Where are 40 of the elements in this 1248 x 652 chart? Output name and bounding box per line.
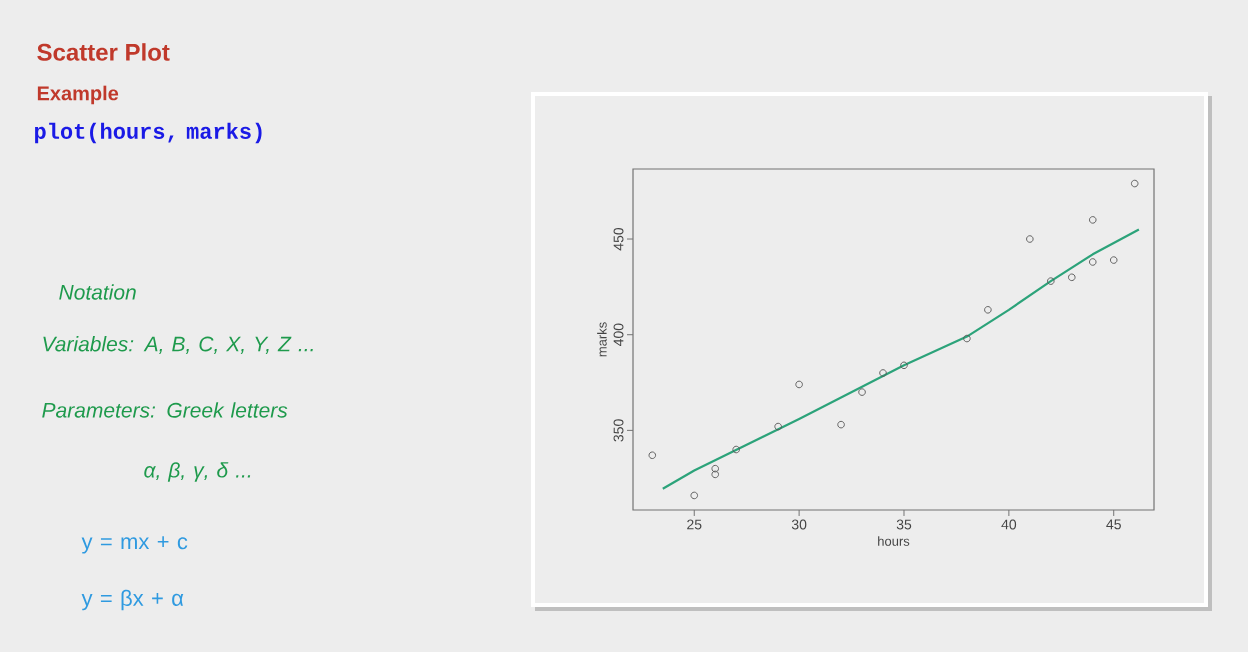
point [1026,235,1034,243]
point [711,464,719,473]
point [1047,277,1055,285]
text: Example [37,85,119,105]
x-tick-label: 30 [791,519,807,530]
y-tick-label: 450 [613,227,624,251]
line-series [661,228,1140,490]
point [690,491,698,500]
point [1068,273,1076,282]
x-tick-label: 35 [896,519,912,530]
text: α, β, γ, δ ... [144,462,251,482]
text: Notation [59,284,136,300]
x-axis-title: hours [878,536,910,546]
point [774,422,782,431]
point [858,388,866,396]
point [837,420,845,429]
y-axis-title: marks [597,322,607,357]
text: Parameters: Greek letters [42,402,288,418]
point [1109,256,1118,264]
point [648,451,657,460]
y-tick-label: 350 [613,419,624,442]
point [711,470,719,479]
y-tick-label: 400 [613,323,624,347]
point [879,369,887,377]
x-tick-label: 25 [687,519,702,530]
text: Scatter Plot [37,43,170,61]
text: y = βx + α [81,589,184,611]
point [1089,258,1097,266]
point [900,361,908,370]
x-tick-label: 40 [1001,519,1017,530]
point [1089,216,1097,224]
point [732,445,740,454]
x-tick-label: 45 [1106,519,1121,530]
point [795,380,803,389]
point [1130,179,1139,188]
text: y = mx + c [81,536,188,554]
text: plot(hours, marks) [35,122,262,144]
point [963,334,971,343]
text: Variables: A, B, C, X, Y, Z ... [43,336,313,354]
point [984,306,992,314]
